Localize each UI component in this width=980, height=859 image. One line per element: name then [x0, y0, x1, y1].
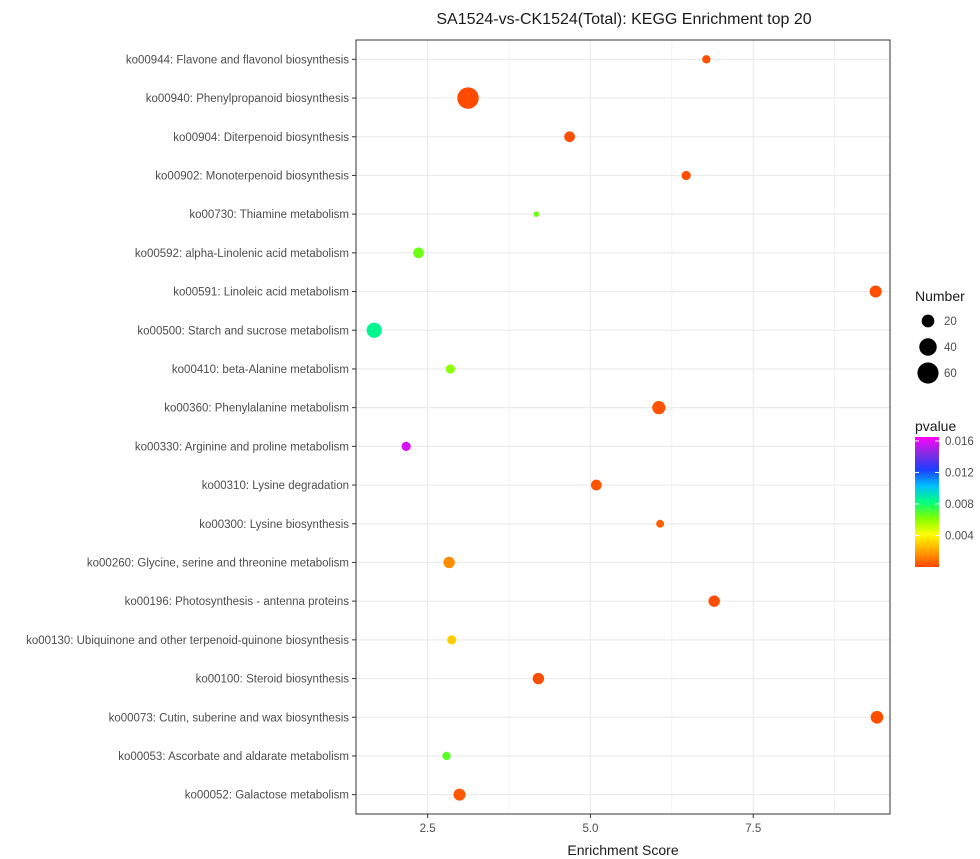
data-point: [533, 211, 540, 217]
size-legend-title: Number: [915, 288, 965, 304]
x-axis-ticks: 2.5 5.0 7.5: [420, 814, 761, 835]
colorbar-tick-label: 0.008: [945, 499, 974, 511]
size-legend-key: [919, 338, 937, 356]
x-tick-label: 7.5: [745, 823, 761, 835]
y-tick-label: ko00310: Lysine degradation: [202, 480, 349, 492]
y-tick-label: ko00940: Phenylpropanoid biosynthesis: [146, 93, 350, 105]
data-point: [401, 441, 411, 451]
x-axis-title: Enrichment Score: [567, 842, 678, 858]
data-point: [564, 131, 575, 143]
size-legend-label: 20: [944, 316, 957, 328]
x-tick-label: 2.5: [420, 823, 436, 835]
size-legend-label: 40: [944, 342, 957, 354]
y-tick-label: ko00073: Cutin, suberine and wax biosynt…: [109, 712, 350, 724]
data-point: [652, 401, 666, 415]
data-point: [366, 322, 382, 338]
chart-title: SA1524-vs-CK1524(Total): KEGG Enrichment…: [436, 11, 811, 28]
data-point: [870, 710, 884, 724]
data-point: [869, 285, 882, 298]
y-tick-label: ko00053: Ascorbate and aldarate metaboli…: [118, 751, 349, 763]
y-axis-labels: ko00944: Flavone and flavonol biosynthes…: [26, 54, 356, 802]
grid-layer: [356, 40, 890, 814]
y-tick-label: ko00330: Arginine and proline metabolism: [135, 441, 349, 453]
pvalue-colorbar: [915, 437, 939, 567]
data-point: [656, 519, 665, 528]
y-tick-label: ko00196: Photosynthesis - antenna protei…: [125, 596, 350, 608]
data-point: [453, 788, 466, 801]
color-legend: pvalue 0.016 0.012 0.008 0.004: [915, 418, 974, 567]
y-tick-label: ko00100: Steroid biosynthesis: [196, 674, 350, 686]
colorbar-tick-label: 0.016: [945, 436, 974, 448]
x-tick-label: 5.0: [582, 823, 598, 835]
points-layer: [366, 55, 884, 801]
y-tick-label: ko00902: Monoterpenoid biosynthesis: [155, 170, 349, 182]
y-tick-label: ko00730: Thiamine metabolism: [189, 209, 349, 221]
y-tick-label: ko00592: alpha-Linolenic acid metabolism: [135, 248, 349, 260]
y-tick-label: ko00052: Galactose metabolism: [185, 790, 349, 802]
size-legend-key: [917, 362, 939, 384]
y-tick-label: ko00300: Lysine biosynthesis: [199, 519, 349, 531]
data-point: [681, 170, 691, 181]
colorbar-tick-label: 0.012: [945, 467, 974, 479]
data-point: [442, 751, 451, 761]
y-tick-label: ko00904: Diterpenoid biosynthesis: [173, 132, 349, 144]
data-point: [532, 672, 545, 685]
data-point: [445, 364, 456, 374]
y-tick-label: ko00260: Glycine, serine and threonine m…: [87, 557, 349, 569]
data-point: [702, 55, 711, 64]
y-tick-label: ko00500: Starch and sucrose metabolism: [137, 325, 349, 337]
size-legend-label: 60: [944, 368, 957, 380]
size-legend-key: [921, 314, 935, 328]
data-point: [590, 479, 602, 491]
data-point: [443, 556, 455, 569]
y-tick-label: ko00360: Phenylalanine metabolism: [164, 403, 349, 415]
y-tick-label: ko00410: beta-Alanine metabolism: [172, 364, 349, 376]
y-tick-label: ko00130: Ubiquinone and other terpenoid-…: [26, 635, 349, 647]
y-tick-label: ko00944: Flavone and flavonol biosynthes…: [126, 54, 349, 66]
data-point: [708, 595, 720, 607]
color-legend-title: pvalue: [915, 418, 956, 434]
plot-panel-border: [355, 39, 891, 815]
colorbar-tick-label: 0.004: [945, 530, 974, 542]
data-point: [447, 635, 457, 645]
size-legend: Number 20 40 60: [915, 288, 965, 384]
data-point: [457, 87, 479, 109]
y-tick-label: ko00591: Linoleic acid metabolism: [173, 287, 349, 299]
data-point: [413, 247, 424, 259]
